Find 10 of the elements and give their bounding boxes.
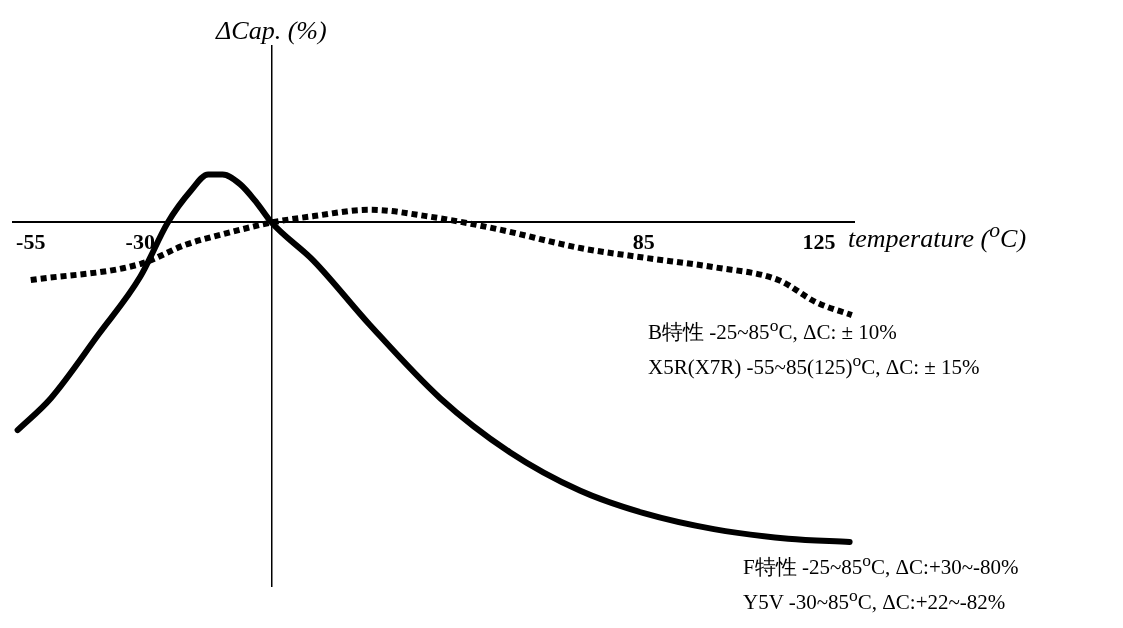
x-axis-title: temperature ($^{o}$C): [848, 218, 1027, 254]
x-tick-label: 125: [802, 229, 836, 255]
x-tick-label: -30: [125, 229, 155, 255]
text: F特性 -25~85$^{o}$C, ΔC:+30~-80%: [743, 550, 1019, 581]
y-axis-title: ΔCap. (%): [216, 16, 327, 46]
annotation: X5R(X7R) -55~85(125)$^{o}$C, ΔC: ± 15%: [648, 350, 980, 380]
x-tick-label: 85: [632, 229, 655, 255]
x-tick-label: -55: [16, 229, 46, 255]
text: Y5V -30~85$^{o}$C, ΔC:+22~-82%: [743, 585, 1006, 615]
annotation: B特性 -25~85$^{o}$C, ΔC: ± 10%: [648, 315, 897, 346]
